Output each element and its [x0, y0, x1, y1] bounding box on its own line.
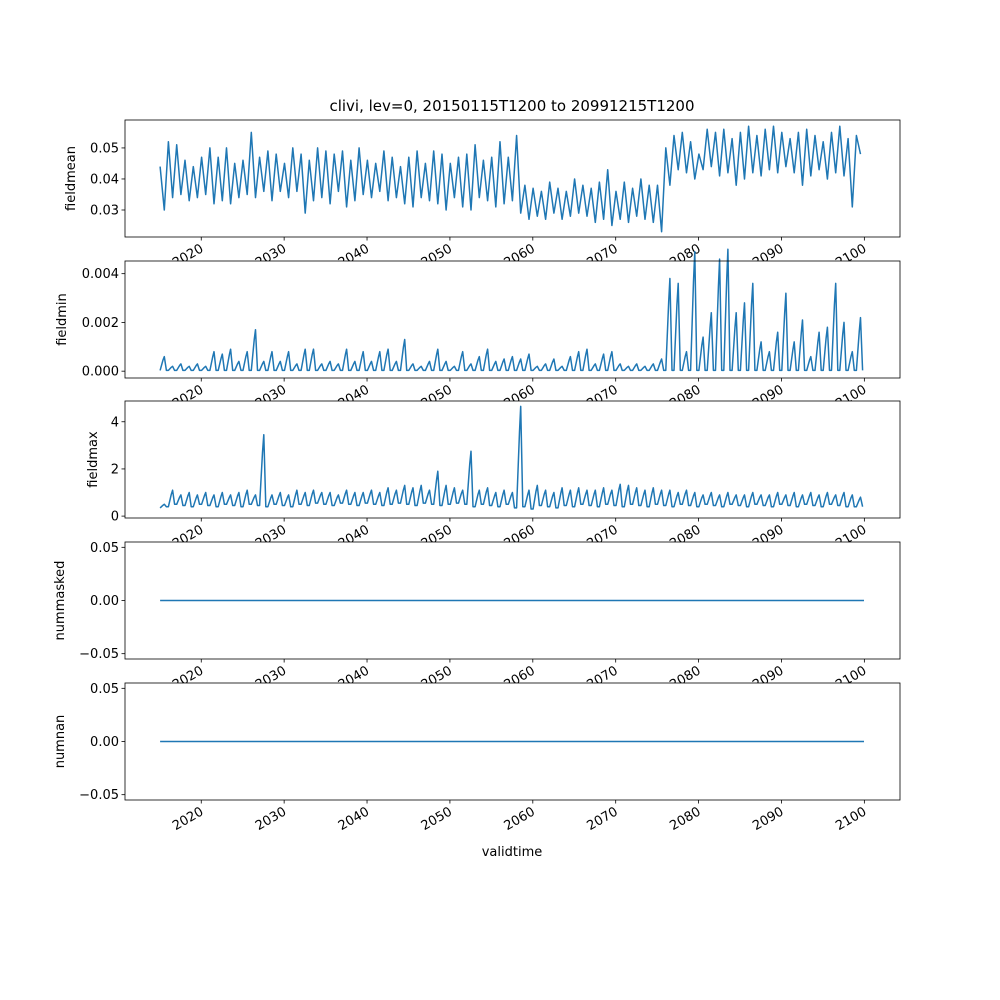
chart-title: clivi, lev=0, 20150115T1200 to 20991215T…	[329, 97, 694, 115]
x-tick-label: 2090	[750, 804, 786, 834]
subplot-numnan: −0.05 0.00 0.05 numnan 2020 2030 2040 2050 2060 2…	[53, 682, 901, 834]
y-axis-label: fieldmin	[55, 293, 70, 346]
x-tick-label: 2070	[585, 804, 621, 834]
y-tick-label: −0.05	[79, 647, 119, 662]
series-line-fieldmax	[159, 405, 864, 510]
series-line-fieldmean	[159, 125, 862, 233]
series-line-fieldmin	[159, 248, 864, 372]
y-tick-label: 0.00	[90, 735, 119, 750]
x-tick-label: 2050	[419, 804, 455, 834]
y-axis-label: fieldmax	[86, 431, 101, 488]
axes-frame	[124, 400, 901, 519]
y-tick-label: 0.00	[90, 594, 119, 609]
y-tick-label: 0.05	[90, 541, 119, 556]
y-tick-label: 0	[111, 510, 119, 525]
x-tick-label: 2030	[253, 804, 289, 834]
y-axis-label: fieldmean	[64, 146, 79, 211]
y-tick-label: 0.05	[90, 682, 119, 697]
x-tick-label: 2100	[833, 804, 869, 834]
axes-frame	[124, 119, 901, 238]
y-axis-label: numnan	[53, 715, 68, 769]
y-axis-label: nummasked	[53, 561, 68, 641]
y-tick-label: 0.004	[82, 267, 119, 282]
y-tick-label: 4	[111, 415, 119, 430]
y-tick-label: −0.05	[79, 788, 119, 803]
y-tick-label: 0.04	[90, 172, 119, 187]
x-tick-label: 2040	[336, 804, 372, 834]
y-tick-label: 0.05	[90, 141, 119, 156]
y-tick-label: 2	[111, 462, 119, 477]
y-tick-label: 0.002	[82, 316, 119, 331]
y-tick-label: 0.000	[82, 365, 119, 380]
axes-frame	[124, 260, 901, 379]
x-tick-label: 2020	[170, 804, 206, 834]
x-tick-label: 2080	[667, 804, 703, 834]
x-tick-label: 2060	[502, 804, 538, 834]
y-tick-label: 0.03	[90, 204, 119, 219]
x-axis-label: validtime	[482, 845, 543, 860]
